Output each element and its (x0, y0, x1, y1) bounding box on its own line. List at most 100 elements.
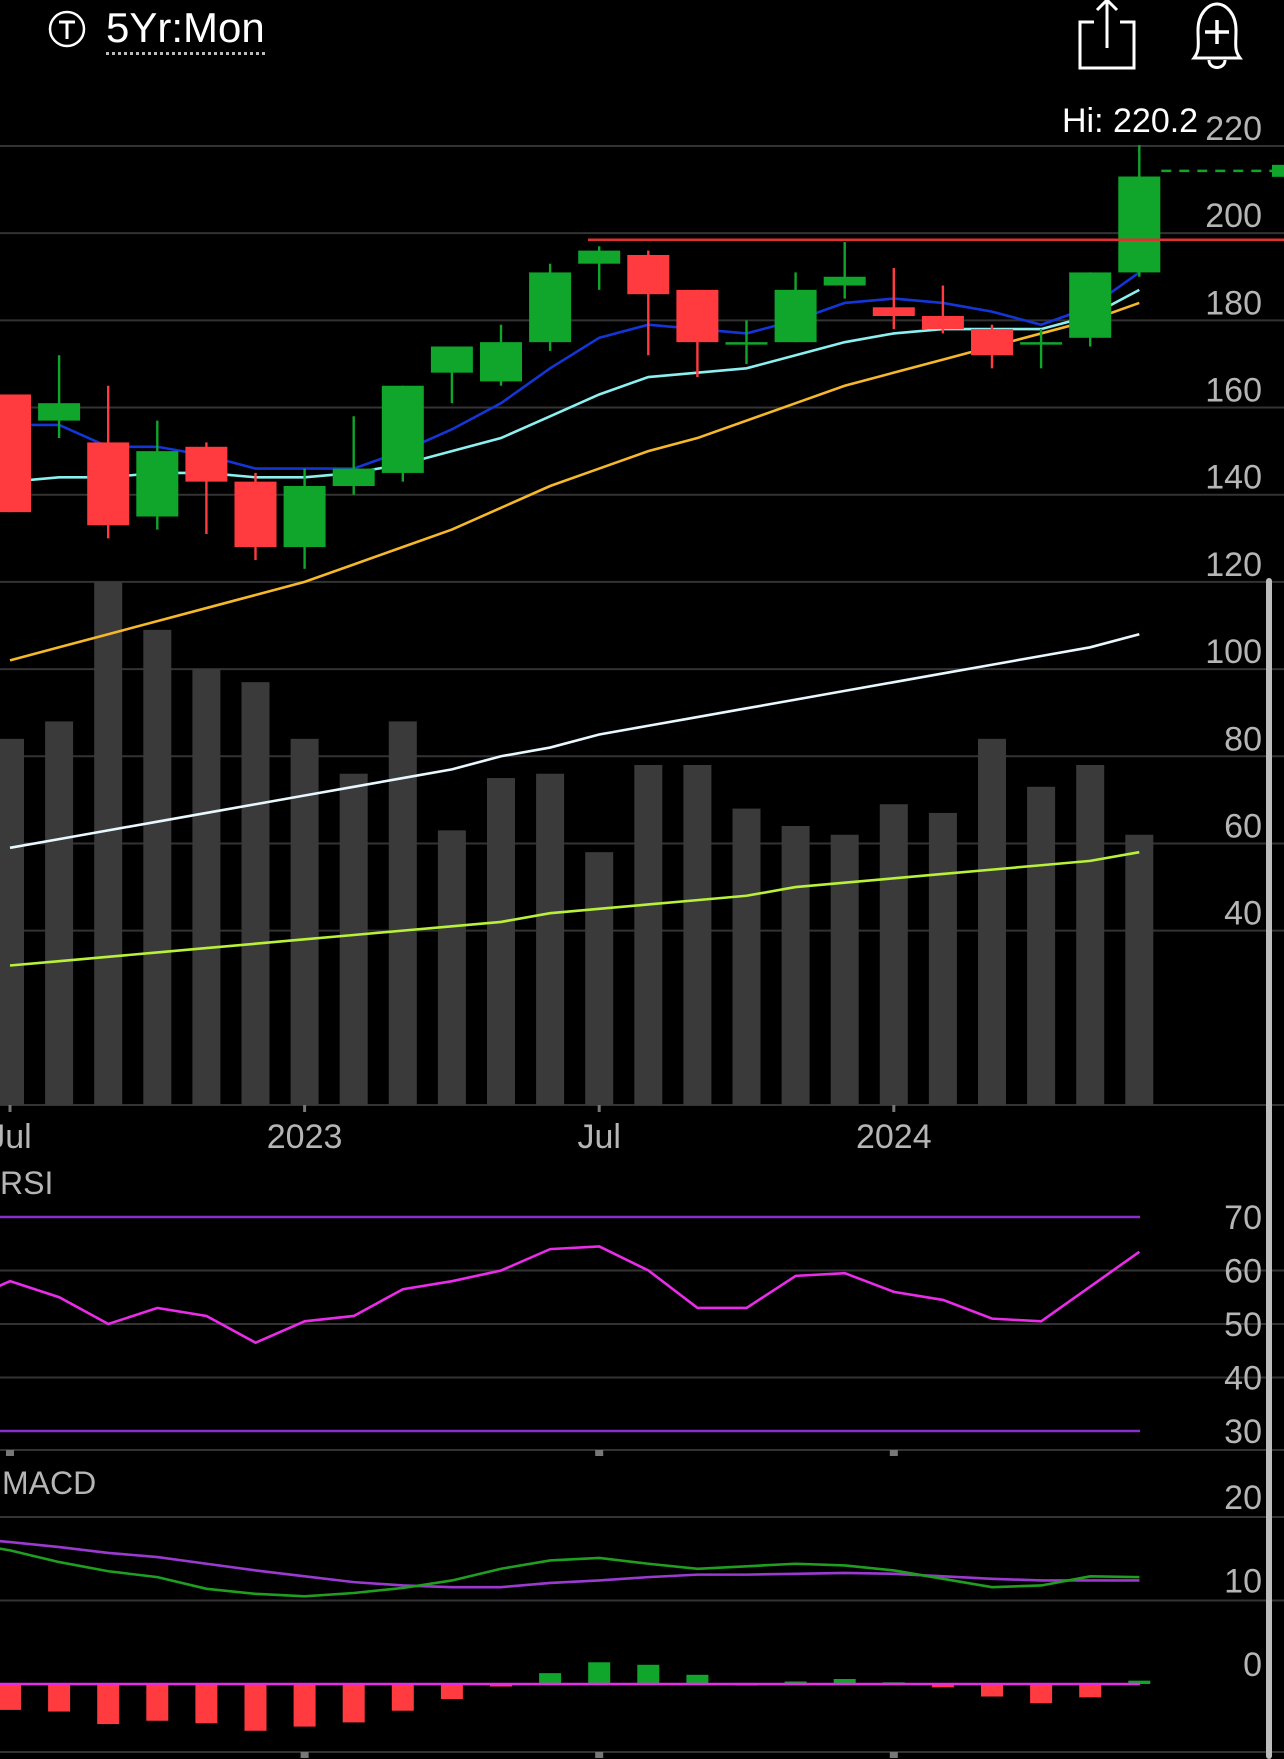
price-tick-label: 160 (1205, 372, 1262, 410)
macd-histogram-bar (833, 1678, 856, 1684)
volume-bar (1125, 834, 1154, 1105)
volume-bar (585, 852, 614, 1105)
interval-selector[interactable]: 5Yr:Mon (106, 4, 265, 55)
chart-header: 5Yr:Mon (0, 0, 1284, 80)
volume-bar (1027, 786, 1056, 1105)
volume-bar (732, 808, 761, 1105)
price-tick-label: 140 (1205, 459, 1262, 497)
candle-body (381, 385, 424, 473)
candle (774, 272, 817, 343)
alert-bell-icon[interactable] (1180, 0, 1254, 74)
candle-body (725, 342, 768, 345)
macd-histogram-bar (391, 1684, 414, 1711)
macd-histogram-bar (588, 1662, 611, 1684)
macd-histogram-bar (539, 1673, 562, 1684)
price-tick-label: 200 (1205, 197, 1262, 235)
volume-bar (1076, 764, 1105, 1105)
candle (430, 346, 473, 404)
candle-body (87, 442, 130, 526)
volume-bar (437, 830, 466, 1105)
candle-body (38, 403, 81, 421)
macd-histogram-bar (342, 1684, 365, 1723)
time-tick-label: 2024 (856, 1118, 932, 1156)
price-tick-label: 120 (1205, 546, 1262, 584)
candle-body (0, 394, 31, 513)
macd-histogram-bar (195, 1684, 218, 1724)
volume-bar (978, 738, 1006, 1105)
macd-histogram-bar (686, 1674, 709, 1684)
candle (185, 442, 228, 534)
candle-body (676, 289, 719, 343)
candle (823, 241, 866, 299)
share-icon[interactable] (1072, 0, 1144, 74)
volume-bar (879, 804, 908, 1105)
price-tick-label: 40 (1224, 895, 1262, 933)
rsi-time-tick (6, 1450, 14, 1456)
rsi-tick-label: 40 (1224, 1360, 1262, 1398)
rsi-time-tick (595, 1450, 604, 1456)
macd-tick-label: 20 (1224, 1479, 1262, 1517)
macd-time-tick (300, 1752, 309, 1758)
candle (87, 385, 130, 539)
rsi-title: RSI (0, 1165, 53, 1201)
price-tick-label: 220 (1205, 110, 1262, 148)
candle (38, 355, 81, 439)
candle (480, 324, 522, 386)
candle (1118, 145, 1161, 277)
volume-bar (388, 721, 417, 1105)
macd-histogram-bar (1079, 1684, 1102, 1698)
candle-body (480, 342, 522, 382)
macd-signal-line (0, 1539, 1140, 1589)
rsi-tick-label: 60 (1224, 1253, 1262, 1291)
macd-histogram-bar (97, 1684, 120, 1725)
macd-histogram-bar (48, 1684, 71, 1712)
macd-histogram-bar (1128, 1680, 1151, 1684)
macd-histogram-bar (244, 1684, 267, 1731)
candle (136, 420, 179, 530)
interval-icon[interactable] (48, 10, 86, 48)
candle-body (430, 346, 473, 373)
macd-panel: MACD 0 10 20 (0, 1465, 1284, 1758)
rsi-panel: RSI 30 40 50 60 70 (0, 1165, 1284, 1456)
volume-bar (0, 738, 24, 1105)
candle-body (332, 468, 375, 487)
volume-bar (536, 773, 565, 1105)
volume-bar (830, 834, 859, 1105)
volume-bar (339, 773, 368, 1105)
moving-averages (9, 271, 1141, 967)
volume-bar (290, 738, 319, 1105)
candle (921, 285, 964, 334)
price-tick-label: 100 (1205, 633, 1262, 671)
candle-body (1069, 272, 1112, 338)
scrollbar[interactable] (1266, 578, 1272, 1759)
candle-body (234, 481, 277, 548)
candle (234, 472, 277, 561)
macd-line (0, 1547, 1140, 1598)
price-tick-label: 180 (1205, 284, 1262, 322)
candle-body (971, 329, 1013, 356)
volume-bar (192, 669, 221, 1105)
price-tick-label: 80 (1224, 720, 1262, 758)
time-tick-label: 2023 (267, 1118, 343, 1156)
candle (627, 250, 670, 356)
rsi-tick-label: 50 (1224, 1306, 1262, 1344)
candle-body (283, 486, 326, 548)
candle-body (921, 316, 964, 330)
price-tick-label: 60 (1224, 807, 1262, 845)
macd-histogram-bar (637, 1664, 660, 1684)
macd-time-tick (889, 1752, 898, 1758)
candle-body (1118, 176, 1161, 273)
volume-bar (928, 812, 957, 1105)
volume-bar (45, 721, 74, 1105)
time-axis: Jul 2023 Jul 2024 (0, 1105, 932, 1156)
macd-histogram-bar (293, 1684, 316, 1727)
macd-time-tick (595, 1752, 604, 1758)
macd-histogram-bar (0, 1684, 21, 1710)
price-overlay: Hi: 220.2 (588, 102, 1284, 241)
candle-body (529, 272, 572, 343)
candle (872, 268, 915, 330)
macd-histogram-bar (981, 1684, 1003, 1697)
rsi-time-tick (889, 1450, 898, 1456)
candle-body (823, 276, 866, 286)
